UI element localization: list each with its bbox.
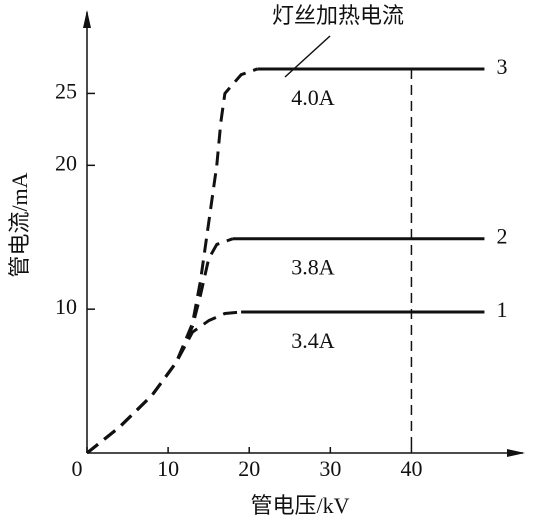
annotation-leader [284, 35, 331, 78]
y-axis-label: 管电流/mA [7, 172, 32, 277]
x-tick-label: 20 [238, 456, 260, 481]
x-tick-label: 30 [319, 456, 341, 481]
dashed-curve [86, 67, 258, 455]
dashed-curve [86, 310, 242, 455]
y-tick-label: 20 [55, 150, 77, 175]
y-axis-arrow [83, 10, 91, 28]
current-label: 3.4A [291, 328, 335, 353]
current-label: 3.8A [291, 255, 335, 280]
x-tick-label: 10 [157, 456, 179, 481]
dashed-curve [86, 237, 234, 455]
series-name: 2 [496, 224, 507, 249]
series-name: 3 [496, 54, 507, 79]
y-tick-label: 25 [55, 78, 77, 103]
x-tick-label: 0 [72, 456, 83, 481]
annotation: 灯丝加热电流 [272, 3, 404, 28]
current-label: 4.0A [291, 85, 335, 110]
x-tick-label: 40 [400, 456, 422, 481]
x-axis-label: 管电压/kV [250, 493, 349, 518]
y-tick-label: 10 [55, 294, 77, 319]
series-name: 1 [496, 297, 507, 322]
x-axis-arrow [507, 449, 525, 457]
